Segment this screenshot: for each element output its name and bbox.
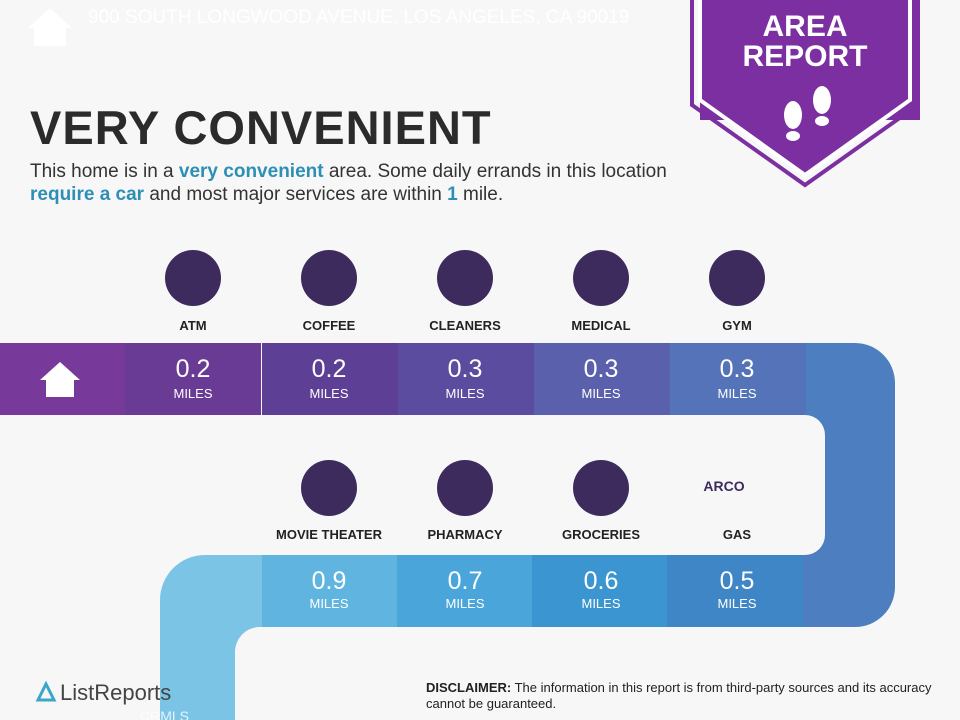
headline: VERY CONVENIENT xyxy=(30,101,492,154)
road-cell xyxy=(670,343,806,415)
distance: 0.3 xyxy=(583,355,619,383)
distance: 0.2 xyxy=(311,355,347,383)
distance-unit: MILES xyxy=(717,386,757,401)
distance-unit: MILES xyxy=(445,596,485,611)
distance: 0.3 xyxy=(447,355,483,383)
disclaimer-label: DISCLAIMER: xyxy=(426,680,512,695)
distance-unit: MILES xyxy=(581,386,621,401)
item-label: GYM xyxy=(722,318,752,333)
description: This home is in a very convenient area. … xyxy=(30,160,690,206)
item-label: MEDICAL xyxy=(571,318,631,333)
road-cell xyxy=(532,555,668,627)
description-part: and most major services are within xyxy=(144,184,448,205)
distance: 0.7 xyxy=(447,567,483,595)
source: CRMLS xyxy=(140,708,190,720)
road-cell xyxy=(398,343,534,415)
road-cell xyxy=(125,343,261,415)
road-cell xyxy=(667,555,803,627)
icon xyxy=(573,460,629,516)
item-label: MOVIE THEATER xyxy=(276,527,382,542)
icon xyxy=(301,460,357,516)
description-part: require a car xyxy=(30,184,145,205)
distance-unit: MILES xyxy=(717,596,757,611)
logo: ListReports xyxy=(60,680,172,705)
disclaimer-text: The information in this report is from t… xyxy=(426,680,932,711)
distance-unit: MILES xyxy=(173,386,213,401)
item-label: COFFEE xyxy=(302,318,356,333)
badge-line: AREA xyxy=(762,10,848,43)
road-cell xyxy=(534,343,670,415)
distance: 0.3 xyxy=(719,355,755,383)
item-label: CLEANERS xyxy=(429,318,501,333)
distance-unit: MILES xyxy=(445,386,485,401)
distance-unit: MILES xyxy=(309,386,349,401)
brand: ARCO xyxy=(703,478,745,494)
icon xyxy=(165,250,221,306)
description-part: mile. xyxy=(457,184,504,205)
distance: 0.5 xyxy=(719,567,755,595)
icon xyxy=(709,250,765,306)
distance-unit: MILES xyxy=(309,596,349,611)
description-part: This home is in a xyxy=(30,161,179,182)
description-part: very convenient xyxy=(178,161,324,182)
description-part: 1 xyxy=(447,184,458,205)
item-label: PHARMACY xyxy=(427,527,503,542)
item-label: GAS xyxy=(722,527,752,542)
road-cell xyxy=(262,555,398,627)
address: 900 SOUTH LONGWOOD AVENUE, LOS ANGELES, … xyxy=(88,7,630,28)
icon xyxy=(437,250,493,306)
item-label: GROCERIES xyxy=(561,527,640,542)
item-label: ATM xyxy=(179,318,207,333)
icon xyxy=(301,250,357,306)
icon xyxy=(437,460,493,516)
distance: 0.2 xyxy=(175,355,211,383)
badge-line: REPORT xyxy=(742,40,868,73)
icon xyxy=(573,250,629,306)
distance-unit: MILES xyxy=(581,596,621,611)
disclaimer: DISCLAIMER: The information in this repo… xyxy=(426,680,946,712)
road-cell xyxy=(262,343,398,415)
road-cell xyxy=(397,555,533,627)
distance: 0.6 xyxy=(583,567,619,595)
distance: 0.9 xyxy=(311,567,347,595)
description-part: area. Some daily errands in this locatio… xyxy=(323,161,667,182)
